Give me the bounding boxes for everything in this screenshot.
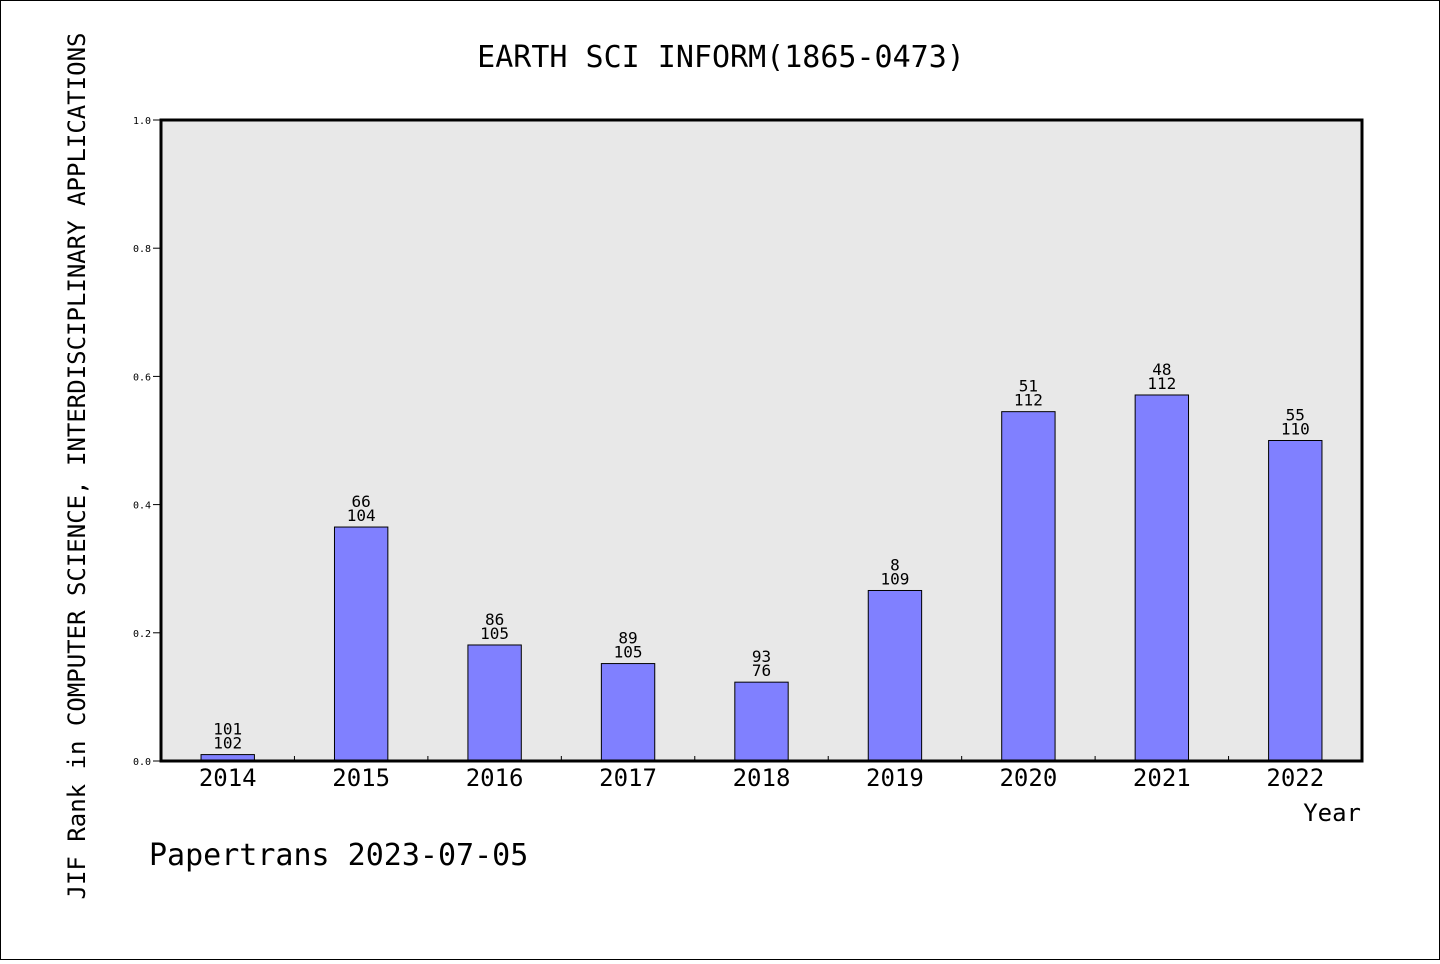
x-tick-label: 2019 bbox=[866, 764, 924, 792]
x-tick-label: 2021 bbox=[1133, 764, 1191, 792]
bar-total-label: 110 bbox=[1281, 420, 1310, 439]
y-tick-label: 0.0 bbox=[133, 757, 151, 768]
bar-2019 bbox=[867, 589, 923, 762]
x-axis-label: Year bbox=[1303, 799, 1361, 827]
x-axis: 2014 2015 2016 2017 2018 2019 2020 2021 2022 bbox=[199, 756, 1324, 792]
x-tick-label: 2016 bbox=[466, 764, 524, 792]
bar-total-label: 102 bbox=[213, 734, 242, 753]
bar-rank-label: 8 bbox=[890, 555, 900, 574]
bar-2018 bbox=[734, 681, 789, 762]
x-tick-label: 2017 bbox=[599, 764, 657, 792]
y-axis-label: JIF Rank in COMPUTER SCIENCE, INTERDISCI… bbox=[63, 33, 91, 900]
y-tick-label: 0.4 bbox=[133, 501, 151, 512]
bar-total-label: 109 bbox=[880, 569, 909, 588]
bar-2022 bbox=[1268, 440, 1323, 762]
y-axis: 0.0 0.2 0.4 0.6 0.8 1.0 bbox=[133, 116, 161, 768]
x-tick-label: 2022 bbox=[1266, 764, 1324, 792]
bar-2016 bbox=[467, 644, 522, 762]
bar-2017 bbox=[600, 663, 656, 762]
x-tick-label: 2020 bbox=[999, 764, 1057, 792]
bar-rank-label: 101 bbox=[213, 720, 242, 739]
y-tick-label: 0.2 bbox=[133, 629, 151, 640]
x-tick-label: 2018 bbox=[733, 764, 791, 792]
bar-rank-label: 66 bbox=[352, 492, 371, 511]
y-tick-label: 1.0 bbox=[133, 116, 151, 127]
bar-2021 bbox=[1134, 394, 1190, 762]
bar-rank-label: 89 bbox=[618, 629, 637, 648]
bar-rank-label: 93 bbox=[752, 647, 771, 666]
bar-rank-label: 51 bbox=[1019, 377, 1038, 396]
bar-rank-label: 48 bbox=[1152, 360, 1171, 379]
y-tick-label: 0.6 bbox=[133, 372, 151, 383]
footer-text: Papertrans 2023-07-05 bbox=[149, 838, 528, 873]
x-tick-label: 2015 bbox=[332, 764, 390, 792]
bar-total-label: 112 bbox=[1014, 391, 1043, 410]
bar-total-label: 105 bbox=[480, 624, 509, 643]
y-tick-label: 0.8 bbox=[133, 244, 151, 255]
bar-total-label: 104 bbox=[347, 506, 376, 525]
plot-border bbox=[159, 118, 1364, 763]
chart-title: EARTH SCI INFORM(1865-0473) bbox=[477, 40, 965, 75]
x-tick-label: 2014 bbox=[199, 764, 257, 792]
bar-rank-label: 55 bbox=[1286, 406, 1305, 425]
bar-2015 bbox=[333, 526, 389, 762]
bar-rank-label: 86 bbox=[485, 610, 504, 629]
bar-total-label: 76 bbox=[752, 661, 771, 680]
bar-2020 bbox=[1001, 411, 1056, 762]
bar-total-label: 112 bbox=[1147, 374, 1176, 393]
bar-total-label: 105 bbox=[614, 643, 643, 662]
